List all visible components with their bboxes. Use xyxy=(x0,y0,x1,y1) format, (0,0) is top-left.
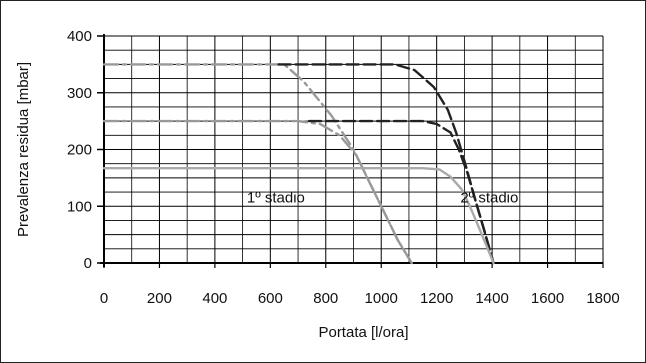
series-line-2 xyxy=(102,119,413,265)
x-tick-label: 1000 xyxy=(365,290,398,307)
series-line-5 xyxy=(102,167,495,265)
series-line-1 xyxy=(102,63,413,265)
y-tick-label: 400 xyxy=(67,28,92,45)
x-tick-label: 200 xyxy=(147,290,172,307)
x-tick-label: 1400 xyxy=(475,290,508,307)
x-axis-title: Portata [l/ora] xyxy=(318,324,408,341)
x-tick-label: 1800 xyxy=(586,290,619,307)
y-tick-label: 100 xyxy=(67,198,92,215)
y-tick-label: 0 xyxy=(84,255,92,272)
x-tick-label: 800 xyxy=(313,290,338,307)
annotation-label: 2º stadio xyxy=(460,190,518,207)
series-line-4 xyxy=(307,119,495,265)
axes: 0 100 200 300 400 0 200 400 600 800 1000 1200 1400 16… xyxy=(67,28,620,307)
x-tick-label: 600 xyxy=(258,290,283,307)
y-axis-title: Prevalenza residua [mbar] xyxy=(15,62,32,237)
x-tick-label: 0 xyxy=(100,290,108,307)
annotations: 1º stadio 2º stadio xyxy=(247,190,518,207)
y-tick-label: 200 xyxy=(67,142,92,159)
x-tick-label: 1200 xyxy=(420,290,453,307)
grid xyxy=(103,35,604,264)
x-tick-label: 400 xyxy=(202,290,227,307)
y-tick-label: 300 xyxy=(67,85,92,102)
annotation-label: 1º stadio xyxy=(247,190,305,207)
series-group xyxy=(102,63,495,265)
x-tick-label: 1600 xyxy=(531,290,564,307)
